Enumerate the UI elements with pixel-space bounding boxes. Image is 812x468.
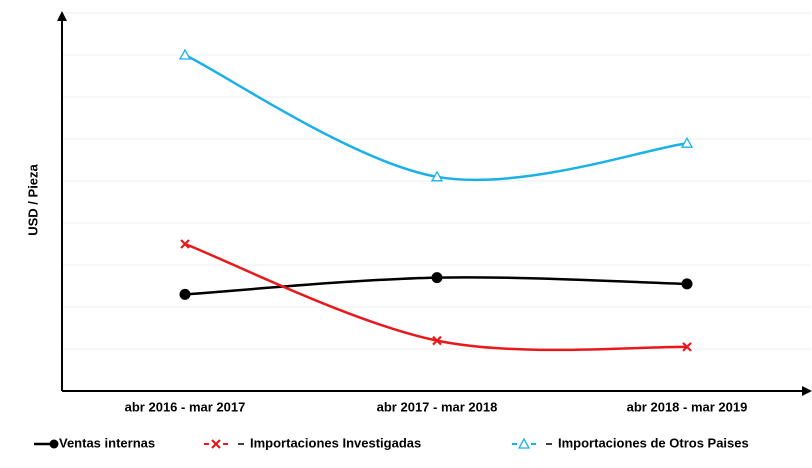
legend-label: Ventas internas (59, 435, 155, 450)
x-tick-label: abr 2016 - mar 2017 (125, 399, 246, 414)
point (430, 170, 444, 182)
point (211, 439, 221, 449)
point (432, 335, 442, 346)
y-axis-arrow (57, 11, 67, 21)
point (180, 239, 190, 249)
point (179, 288, 191, 300)
legend-symbol (49, 439, 59, 449)
x-tick-label: abr 2017 - mar 2018 (377, 399, 498, 414)
legend-label: Importaciones Investigadas (250, 435, 421, 450)
point (682, 342, 692, 352)
y-axis-label: USD / Pieza (25, 163, 40, 235)
x-tick-label: abr 2018 - mar 2019 (627, 399, 748, 414)
point (178, 48, 192, 60)
series-line (184, 242, 688, 352)
point (517, 437, 531, 449)
series-line (184, 53, 688, 182)
legend-label: Importaciones de Otros Paises (558, 435, 749, 450)
x-axis-arrow (802, 386, 812, 396)
point (681, 278, 693, 290)
point (431, 272, 443, 284)
point (680, 136, 694, 148)
